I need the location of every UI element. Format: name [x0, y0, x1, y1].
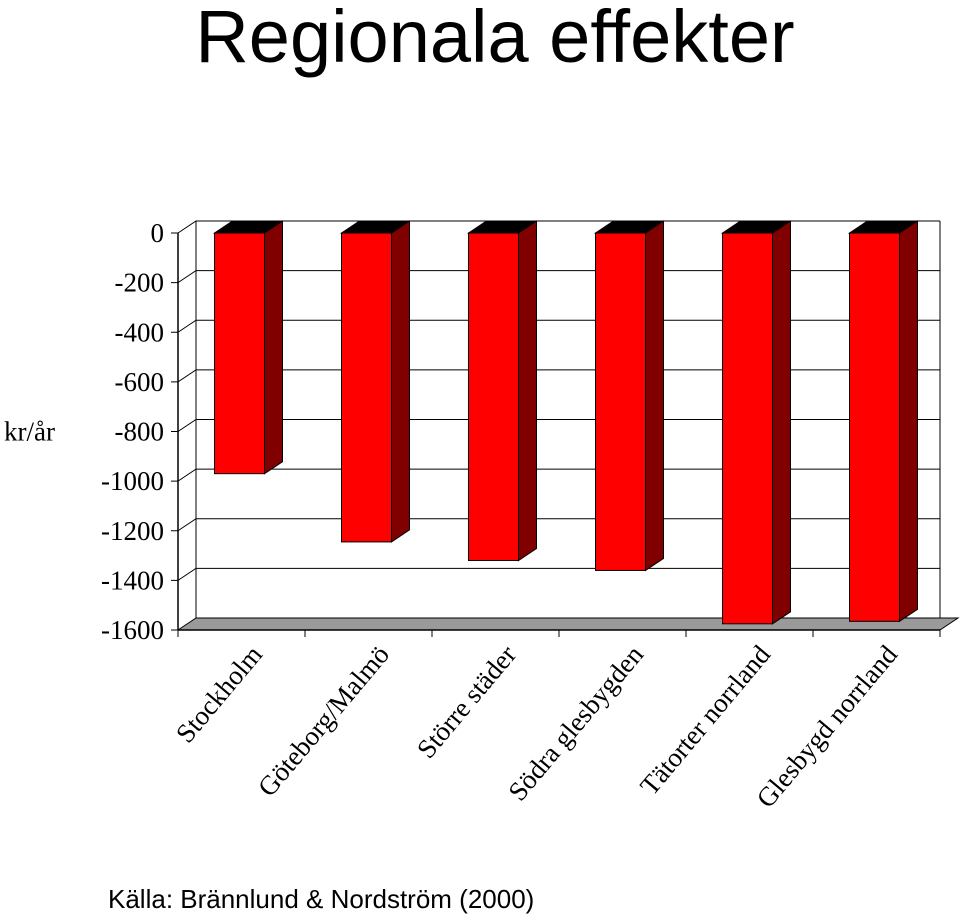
y-tick-label: -1400 — [101, 565, 164, 595]
source-citation: Källa: Brännlund & Nordström (2000) — [108, 884, 535, 914]
y-axis-label: kr/år — [4, 417, 55, 447]
y-tick-label: -400 — [115, 317, 165, 347]
y-tick-label: -800 — [115, 417, 165, 447]
x-tick-label: Södra glesbygden — [502, 639, 649, 806]
gridlines — [177, 220, 940, 581]
bar-side-face — [645, 220, 664, 572]
bar — [468, 232, 519, 562]
bar-side-face — [899, 220, 918, 623]
y-tick-label: -1000 — [101, 466, 164, 496]
x-tick-label: Stockholm — [170, 640, 268, 749]
y-tick-label: -600 — [115, 367, 165, 397]
x-tick-label: Glesbygd norrland — [750, 639, 903, 813]
gridline — [177, 567, 940, 581]
bar — [595, 232, 646, 571]
x-tick-label: Större städer — [411, 640, 522, 764]
bar — [341, 232, 392, 543]
chart-floor — [176, 617, 960, 631]
bar-side-face — [518, 220, 537, 562]
gridline — [177, 270, 940, 284]
y-tick-label: -200 — [115, 268, 165, 298]
gridline — [177, 319, 940, 333]
bar-side-face — [391, 220, 410, 543]
chart-title: Regionala effekter — [195, 0, 795, 78]
gridline — [177, 220, 940, 234]
gridline — [177, 518, 940, 532]
gridline — [177, 369, 940, 383]
x-tick-label: Göteborg/Malmö — [252, 640, 395, 803]
axes — [171, 232, 941, 637]
y-tick-label: 0 — [151, 218, 165, 248]
y-tick-label: -1200 — [101, 516, 164, 546]
bar — [849, 232, 900, 622]
bar-side-face — [772, 220, 791, 625]
y-tick-labels: 0 -200 -400 -600 -800 -1000 -1200 -1400 -1600 — [101, 218, 164, 645]
bar — [214, 232, 265, 475]
bars — [212, 220, 920, 625]
bar — [722, 232, 773, 625]
y-tick-label: -1600 — [101, 615, 164, 645]
bar-side-face — [264, 220, 283, 475]
gridline — [177, 468, 940, 482]
gridline — [177, 419, 940, 432]
x-tick-label: Tätorter norrland — [634, 639, 776, 801]
